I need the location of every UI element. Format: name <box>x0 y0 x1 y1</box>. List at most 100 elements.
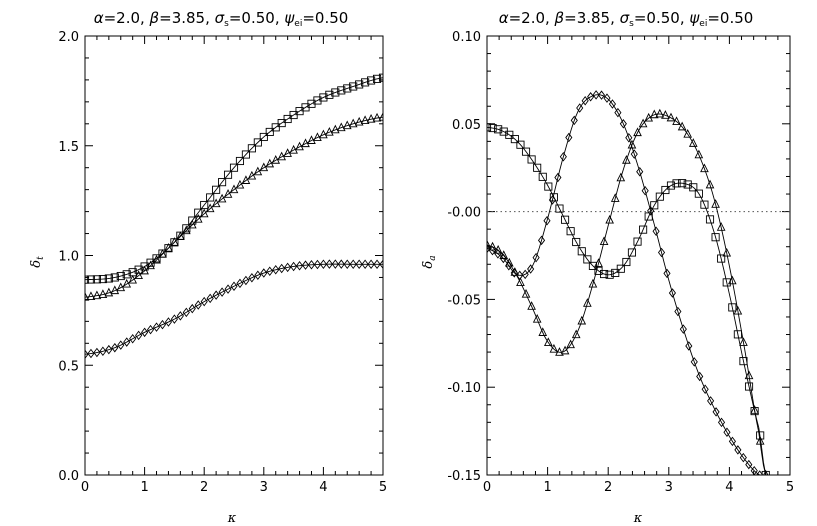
diamond-marker <box>278 263 286 274</box>
triangle-marker <box>622 155 631 164</box>
square-marker <box>555 204 564 213</box>
triangle-marker <box>493 244 503 254</box>
triangle-marker <box>521 288 531 298</box>
diamond-marker <box>663 268 671 279</box>
triangle-marker <box>140 265 149 275</box>
diamond-marker <box>93 347 101 358</box>
triangle-marker <box>588 278 598 288</box>
x-tick-label: 2 <box>604 480 612 495</box>
square-marker <box>683 180 692 189</box>
triangle-marker <box>661 110 670 119</box>
diamond-marker <box>570 115 578 126</box>
diamond-marker <box>608 99 617 109</box>
triangle-marker <box>599 236 609 246</box>
triangle-marker <box>755 436 765 445</box>
square-marker <box>561 215 570 224</box>
square-marker <box>533 163 542 172</box>
diamond-marker <box>313 259 322 270</box>
triangle-marker <box>86 291 96 300</box>
triangle-series-line <box>487 113 767 475</box>
diamond-marker <box>696 371 704 382</box>
triangle-marker <box>342 120 352 130</box>
triangle-marker <box>677 121 687 131</box>
square-marker <box>577 247 586 256</box>
triangle-marker <box>348 118 358 128</box>
triangle-marker <box>716 222 726 231</box>
left-chart-title: α=2.0, β=3.85, σs=0.50, ψei=0.50 <box>94 9 349 29</box>
y-tick-label: 0.05 <box>452 118 481 133</box>
square-marker <box>744 382 754 391</box>
triangle-marker <box>271 155 281 164</box>
triangle-marker <box>666 112 676 122</box>
x-tick-label: 5 <box>379 480 387 495</box>
triangle-series <box>487 108 769 475</box>
diamond-marker <box>355 259 363 270</box>
triangle-marker <box>295 141 304 151</box>
triangle-marker <box>549 343 559 353</box>
diamond-marker <box>170 314 178 324</box>
diamond-marker <box>194 300 202 310</box>
diamond-marker <box>99 346 107 357</box>
triangle-marker <box>750 405 759 414</box>
diamond-marker <box>146 324 155 335</box>
triangle-marker <box>366 113 376 123</box>
triangle-marker <box>532 314 542 323</box>
y-tick-label: 2.0 <box>58 30 79 45</box>
triangle-marker <box>633 127 642 137</box>
diamond-marker <box>707 396 715 406</box>
square-marker <box>253 138 262 147</box>
x-tick-label: 4 <box>319 480 327 495</box>
triangle-marker <box>655 108 665 118</box>
right-x-axis-label: κ <box>633 511 643 526</box>
square-marker <box>331 88 340 97</box>
triangle-marker <box>744 370 754 380</box>
triangle-marker <box>577 315 587 325</box>
square-marker <box>694 189 703 198</box>
square-marker <box>488 123 497 133</box>
diamond-marker <box>242 275 250 286</box>
triangle-marker <box>594 258 603 267</box>
square-marker <box>527 155 536 164</box>
triangle-marker <box>683 129 693 138</box>
diamond-marker <box>734 445 742 455</box>
square-marker <box>337 86 346 95</box>
square-marker <box>672 179 681 188</box>
triangle-marker <box>516 277 525 286</box>
square-marker <box>319 93 328 102</box>
x-tick-label: 3 <box>665 480 673 495</box>
square-marker <box>728 303 737 312</box>
square-marker <box>572 237 581 247</box>
triangle-marker <box>85 291 90 301</box>
square-marker <box>650 201 659 210</box>
x-tick-label: 1 <box>140 480 148 495</box>
triangle-marker <box>223 189 233 198</box>
diamond-marker <box>510 268 518 278</box>
square-marker <box>235 156 245 166</box>
diamond-marker <box>527 264 535 274</box>
triangle-marker <box>325 127 334 136</box>
diamond-series <box>85 259 383 360</box>
triangle-marker <box>354 116 364 126</box>
square-marker <box>756 431 765 440</box>
diamond-marker <box>182 307 190 318</box>
triangle-marker <box>560 345 570 355</box>
diamond-marker <box>200 296 208 307</box>
diamond-marker <box>123 337 131 347</box>
square-marker <box>510 135 519 144</box>
square-marker <box>521 147 531 156</box>
diamond-series <box>487 90 764 475</box>
plot-frame <box>84 35 384 476</box>
triangle-marker <box>722 247 732 257</box>
triangle-marker <box>555 347 564 356</box>
triangle-marker <box>313 132 322 141</box>
diamond-marker <box>592 90 600 100</box>
diamond-marker <box>712 407 720 417</box>
plot-frame <box>486 35 791 476</box>
triangle-marker <box>134 270 143 280</box>
diamond-marker <box>206 293 214 304</box>
square-marker <box>583 255 592 264</box>
diamond-marker <box>701 384 709 395</box>
diamond-marker <box>343 259 351 269</box>
diamond-marker <box>494 249 502 259</box>
